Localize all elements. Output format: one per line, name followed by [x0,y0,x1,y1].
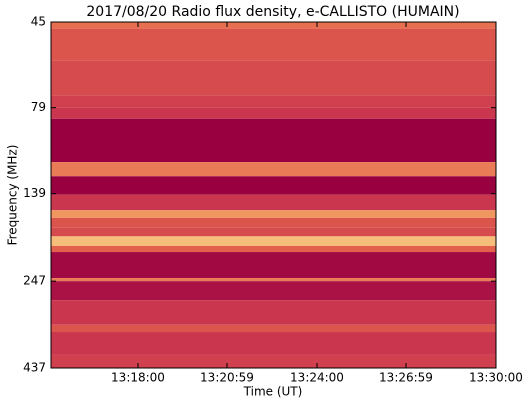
y-tick-label: 139 [23,186,46,200]
spectrogram-band [51,28,496,61]
x-axis-label: Time (UT) [243,385,303,399]
x-tick-label: 13:26:59 [379,371,433,385]
axes-frame [50,21,497,369]
chart-title: 2017/08/20 Radio flux density, e-CALLIST… [86,4,459,20]
y-tick-label: 45 [31,15,46,29]
spectrogram-band [51,252,496,279]
spectrogram-band [51,217,496,228]
spectrogram-band [51,194,496,211]
spectrogram-band [51,354,496,368]
spectrogram-band [51,95,496,108]
plot-area [51,22,496,368]
spectrogram-band [51,176,496,195]
spectrogram-band [51,107,496,119]
spectrogram-band [51,300,496,325]
y-tick-label: 247 [23,274,46,288]
spectrogram-band [51,22,496,29]
spectrogram-band [51,210,496,218]
x-tick-label: 13:18:00 [111,371,165,385]
spectrogram-band [51,162,496,177]
y-axis-label: Frequency (MHz) [6,145,20,246]
y-tick-label: 79 [31,100,46,114]
spectrogram-band [51,227,496,237]
spectrogram-band [51,118,496,163]
spectrogram-band [51,281,496,301]
spectrogram-band [51,60,496,96]
spectrogram-band [51,236,496,246]
spectrogram-band [51,332,496,355]
x-tick-label: 13:24:00 [290,371,344,385]
x-tick-label: 13:30:00 [469,371,523,385]
y-tick-label: 437 [23,361,46,375]
spectrogram-band [51,245,496,253]
spectrogram-band [51,278,496,282]
x-tick-label: 13:20:59 [200,371,254,385]
spectrogram-band [51,324,496,333]
